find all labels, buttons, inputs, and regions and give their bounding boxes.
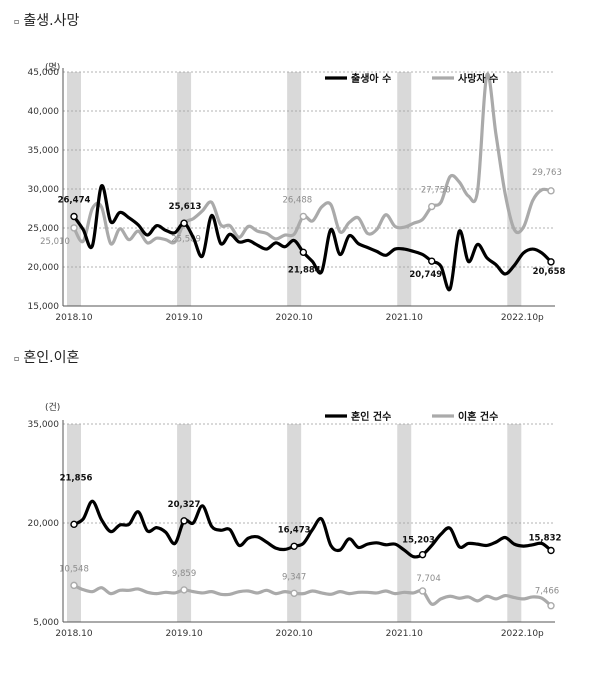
data-label: 25,589 <box>171 234 201 244</box>
data-point-marker <box>180 219 188 227</box>
y-tick-label: 35,000 <box>28 420 60 430</box>
x-tick-label: 2020.10 <box>276 629 313 639</box>
x-tick-label: 2021.10 <box>386 629 423 639</box>
x-tick-label: 2019.10 <box>165 313 202 323</box>
y-tick-label: 5,000 <box>33 618 59 628</box>
legend-label: 출생아 수 <box>351 72 391 85</box>
chart1-title: 출생.사망 <box>23 13 80 29</box>
x-tick-label: 2018.10 <box>55 313 92 323</box>
data-point-marker <box>299 248 308 257</box>
data-point-marker <box>70 581 78 590</box>
y-tick-label: 40,000 <box>28 107 60 117</box>
data-label: 20,749 <box>409 270 442 280</box>
series-line-primary <box>73 499 553 559</box>
series-line-secondary <box>72 72 552 246</box>
y-tick-label: 15,000 <box>28 302 60 312</box>
data-label: 25,010 <box>40 237 70 247</box>
x-tick-label: 2018.10 <box>55 629 92 639</box>
data-point-marker <box>418 550 427 559</box>
data-label: 7,704 <box>416 574 440 584</box>
data-label: 25,613 <box>169 202 202 212</box>
data-point-marker <box>547 258 555 266</box>
data-label: 16,473 <box>278 525 311 535</box>
x-tick-label: 2021.10 <box>386 313 423 323</box>
data-label: 7,466 <box>535 587 559 597</box>
data-point-marker <box>547 546 555 555</box>
shaded-period-band <box>67 72 81 306</box>
data-label: 10,548 <box>59 564 89 574</box>
data-point-marker <box>70 224 78 232</box>
x-tick-label: 2019.10 <box>165 629 202 639</box>
chart2-title: 혼인.이혼 <box>23 350 80 366</box>
data-label: 9,859 <box>172 569 196 579</box>
data-label: 29,763 <box>532 168 562 178</box>
y-tick-label: 20,000 <box>28 519 60 529</box>
data-label: 27,750 <box>421 186 451 196</box>
y-unit-label: (명) <box>45 62 60 73</box>
data-label: 26,488 <box>282 195 312 205</box>
shaded-period-band <box>507 424 522 622</box>
data-point-marker <box>547 187 555 195</box>
y-tick-label: 35,000 <box>28 146 60 156</box>
shaded-period-band <box>287 72 302 306</box>
series-line-primary <box>72 184 553 292</box>
data-point-marker <box>70 212 78 221</box>
bullet-icon: ▫ <box>14 16 20 26</box>
data-point-marker <box>290 589 298 598</box>
legend-label: 이혼 건수 <box>458 410 498 423</box>
x-tick-label: 2022.10p <box>501 313 544 323</box>
x-tick-label: 2022.10p <box>501 629 544 639</box>
y-tick-label: 30,000 <box>28 185 60 195</box>
chart2-section-title: ▫ 혼인.이혼 <box>14 347 79 367</box>
data-label: 9,347 <box>282 572 306 582</box>
chart1-section-title: ▫ 출생.사망 <box>14 10 79 30</box>
data-point-marker <box>428 257 436 265</box>
x-tick-label: 2020.10 <box>276 313 313 323</box>
data-point-marker <box>70 520 78 529</box>
shaded-period-band <box>287 424 302 622</box>
data-point-marker <box>180 517 188 525</box>
data-point-marker <box>290 542 298 550</box>
data-label: 26,474 <box>58 196 91 206</box>
data-label: 20,658 <box>533 267 566 277</box>
data-point-marker <box>180 586 188 594</box>
data-point-marker <box>428 202 436 211</box>
legend-label: 사망자 수 <box>458 72 498 85</box>
y-tick-label: 25,000 <box>28 224 60 234</box>
birth-death-chart: 15,000 20,000 25,000 30,000 35,000 40,000 45,0… <box>28 62 566 323</box>
bullet-icon: ▫ <box>14 353 20 363</box>
data-label: 21,884 <box>288 265 321 275</box>
data-point-marker <box>547 602 555 610</box>
y-unit-label: (건) <box>45 402 60 413</box>
data-label: 15,832 <box>529 534 562 544</box>
series-line-secondary <box>73 583 553 607</box>
y-tick-label: 45,000 <box>28 68 60 78</box>
legend-label: 혼인 건수 <box>351 410 391 423</box>
data-label: 21,856 <box>60 473 93 483</box>
shaded-period-band <box>507 72 522 306</box>
data-point-marker <box>299 212 308 221</box>
data-point-marker <box>418 587 427 595</box>
marriage-divorce-chart: 5,000 20,000 35,000 (건) 2018.10 2019.10 2020.1… <box>28 402 562 639</box>
data-label: 15,203 <box>402 536 435 546</box>
y-tick-label: 20,000 <box>28 263 60 273</box>
data-label: 20,327 <box>168 500 201 510</box>
